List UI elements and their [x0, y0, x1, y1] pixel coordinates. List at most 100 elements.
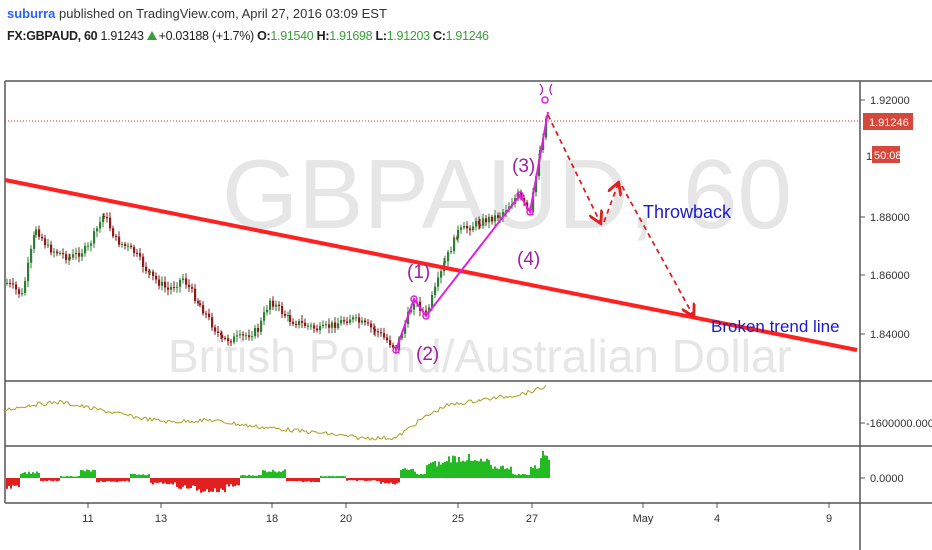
candle-body — [460, 227, 463, 230]
pane-borders — [4, 80, 932, 550]
indicator2-tick: 0.0000 — [870, 473, 904, 485]
histogram-bar — [80, 469, 82, 478]
histogram-bar — [38, 472, 40, 478]
candle-body — [65, 254, 68, 260]
candle-body — [331, 322, 334, 328]
histogram-bar — [534, 465, 536, 478]
histogram-bar — [214, 478, 216, 489]
candle-body — [188, 284, 191, 288]
histogram-bar — [290, 478, 292, 482]
candle-body — [72, 254, 75, 258]
histogram-bar — [248, 474, 250, 478]
candle-body — [472, 226, 475, 231]
candle-body — [502, 212, 505, 217]
histogram-bar — [148, 473, 150, 478]
histogram-bar — [254, 475, 256, 478]
histogram-bar — [486, 458, 488, 478]
histogram-bar — [462, 460, 464, 478]
candle-body — [248, 335, 251, 338]
countdown-label: 50:08 — [874, 150, 902, 162]
histogram-bar — [14, 478, 16, 486]
elliott-wave-line[interactable] — [395, 111, 549, 351]
candle-body — [453, 237, 456, 252]
candle-body — [224, 338, 227, 340]
candle-body — [18, 289, 21, 294]
histogram-bar — [206, 478, 208, 490]
candle-body — [90, 243, 93, 246]
histogram-bar — [414, 471, 416, 478]
price-tick: 1.84000 — [870, 329, 910, 341]
histogram-bar — [88, 470, 90, 478]
candle-body — [47, 244, 50, 246]
histogram-bar — [352, 478, 354, 481]
symbol-label[interactable]: FX:GBPAUD, 60 — [7, 29, 98, 43]
histogram-bar — [28, 471, 30, 478]
candle-body — [434, 286, 437, 295]
candle-body — [233, 336, 236, 343]
histogram-bar — [418, 474, 420, 478]
histogram-bar — [422, 474, 424, 478]
open-label: O: — [257, 29, 271, 43]
candle-body — [103, 215, 106, 218]
histogram-bar — [220, 478, 222, 489]
histogram-bar — [516, 475, 518, 478]
time-label: 18 — [266, 513, 278, 525]
histogram-bar — [154, 478, 156, 483]
candle-body — [230, 341, 233, 343]
candle-body — [78, 252, 81, 257]
histogram-bar — [168, 478, 170, 485]
wave1-label: (1) — [407, 262, 430, 283]
time-label: 13 — [155, 513, 167, 525]
price-tick: 1 — [866, 151, 872, 163]
candle-body — [410, 309, 413, 313]
candle-body — [251, 336, 254, 338]
projection-arrow-1 — [547, 114, 600, 222]
histogram-bar — [40, 478, 42, 481]
candle-body — [488, 216, 491, 223]
histogram-bar — [142, 474, 144, 478]
histogram-bar — [504, 469, 506, 478]
candle-body — [292, 322, 295, 324]
histogram-bar — [244, 475, 246, 478]
time-label: May — [633, 513, 654, 525]
histogram-bar — [144, 475, 146, 478]
price-tick: 1.92000 — [870, 95, 910, 107]
histogram-bar — [26, 473, 28, 478]
histogram-bar — [406, 469, 408, 478]
histogram-bar — [240, 475, 242, 478]
candle-body — [413, 303, 416, 310]
histogram-bar — [426, 465, 428, 478]
histogram-bar — [278, 471, 280, 478]
histogram-bar — [320, 475, 322, 478]
price-axis[interactable]: 1.92000 1 1.88000 1.86000 1.84000 — [860, 95, 910, 341]
candle-body — [497, 215, 500, 218]
histogram-bar — [132, 473, 134, 478]
histogram-bar — [480, 458, 482, 478]
histogram-bar — [112, 478, 114, 482]
histogram-bar — [136, 475, 138, 478]
histogram-bar — [180, 478, 182, 489]
histogram-bar — [452, 455, 454, 478]
author-link[interactable]: suburra — [7, 6, 56, 21]
histogram-bar — [72, 476, 74, 478]
candle-body — [50, 244, 53, 253]
time-label: 4 — [714, 513, 720, 525]
histogram-bar — [402, 468, 404, 478]
candle-body — [221, 335, 224, 339]
histogram-bar — [370, 478, 372, 481]
histogram-bar — [510, 466, 512, 478]
time-axis[interactable]: 11 13 18 20 25 27 May 4 9 — [82, 503, 832, 525]
trend-line[interactable] — [4, 178, 858, 352]
histogram-bar — [314, 478, 316, 483]
histogram-bar — [302, 478, 304, 483]
histogram-bar — [146, 475, 148, 478]
histogram-bar — [58, 478, 60, 481]
candle-body — [337, 323, 340, 328]
histogram-bar — [294, 478, 296, 482]
candle-body — [479, 224, 482, 226]
time-label: 9 — [826, 513, 832, 525]
histogram-bar — [396, 478, 398, 484]
histogram-bar — [262, 470, 264, 478]
histogram-bar — [224, 478, 226, 493]
